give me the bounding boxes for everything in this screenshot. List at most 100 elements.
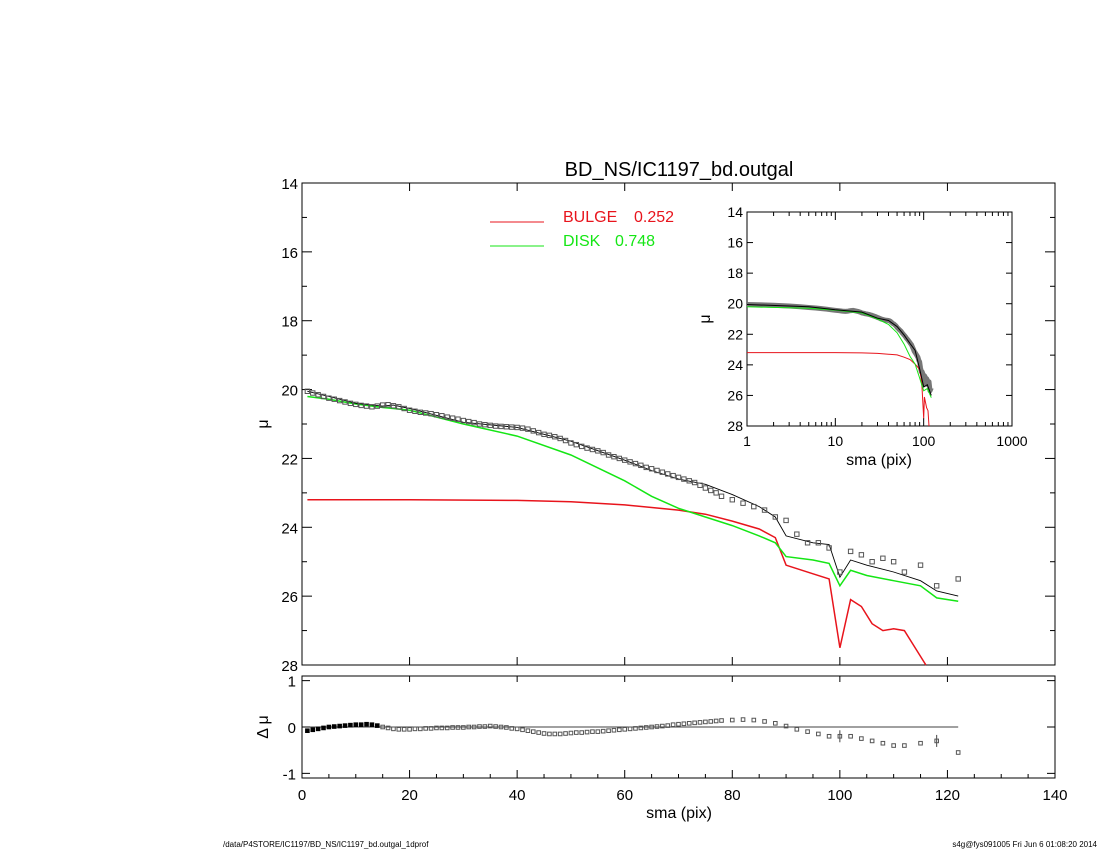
main-y-tick-label: 14 (281, 176, 298, 193)
residual-data-point (477, 724, 482, 729)
residual-data-point (439, 725, 445, 731)
residual-data-point (697, 720, 703, 725)
main-data-point (412, 408, 418, 414)
main-data-point (589, 446, 596, 453)
residual-data-point (670, 722, 676, 727)
main-data-point (772, 514, 779, 520)
main-data-point (654, 467, 660, 474)
main-data-point (498, 423, 504, 430)
residual-data-point (315, 726, 321, 732)
residual-data-point (428, 726, 434, 731)
main-data-point (487, 422, 493, 429)
residual-data-point (891, 743, 896, 748)
main-data-point (605, 452, 612, 458)
main-series-lines (307, 390, 959, 666)
residual-data-point (837, 733, 843, 739)
residual-y-tick-label: 1 (288, 674, 296, 691)
main-data-point (622, 457, 628, 463)
main-data-point (546, 432, 553, 439)
residual-data-point (380, 724, 385, 730)
main-data-point (794, 531, 800, 537)
main-data-point (492, 423, 499, 429)
main-data-point (562, 437, 569, 444)
x-axis-label: sma (pix) (646, 805, 712, 822)
residual-data-point (649, 724, 654, 730)
main-data-point (315, 392, 321, 398)
residual-data-point (342, 723, 348, 728)
residual-data-point (466, 724, 472, 730)
main-data-point (433, 412, 440, 418)
main-data-point (460, 417, 467, 424)
residual-data-point (391, 726, 396, 732)
main-data-point (503, 424, 510, 430)
residual-x-ticks: 0 20 40 60 80 100 120 140 (298, 676, 1068, 804)
main-data-point (917, 562, 924, 568)
main-data-point (476, 421, 483, 427)
main-data-point (584, 445, 590, 451)
residual-data-point (681, 721, 687, 727)
main-data-point (595, 448, 601, 454)
residual-x-tick-label: 60 (616, 787, 633, 804)
residual-data-point (396, 727, 402, 732)
main-series-disk (307, 395, 959, 603)
residual-data-point (418, 726, 423, 732)
main-y-tick-label: 26 (281, 589, 298, 606)
main-y-tick-label: 18 (281, 314, 298, 331)
inset-y-tick-label: 26 (727, 387, 743, 403)
residual-y-ticks: -1 0 1 (283, 674, 1055, 783)
main-data-point (568, 440, 574, 446)
residual-data-point (337, 723, 342, 729)
residual-data-point (729, 717, 735, 723)
main-data-point (665, 471, 671, 477)
main-y-tick-label: 24 (281, 520, 298, 537)
residual-data-point (606, 728, 611, 734)
main-data-point (697, 482, 703, 488)
main-data-point (648, 466, 655, 472)
main-data-point (890, 559, 897, 565)
residual-data-point (331, 724, 337, 729)
main-data-point (310, 390, 316, 396)
residual-data-point (638, 725, 644, 731)
main-data-point (600, 449, 606, 456)
main-y-ticks: 14 16 18 20 22 24 26 28 (281, 176, 1055, 675)
main-data-point (708, 487, 714, 494)
residual-data-point (493, 724, 498, 729)
residual-data-point (869, 738, 875, 744)
main-data-point (847, 548, 854, 555)
residual-data-point (514, 726, 520, 732)
inset-panel: 1 10 100 1000 14 16 18 20 22 24 26 28 sma (pix) μ (697, 204, 1028, 469)
main-data-point (681, 476, 687, 482)
residual-data-point (740, 717, 746, 722)
residual-data-point (783, 723, 789, 729)
residual-data-point (547, 731, 552, 737)
residual-data-point (692, 720, 697, 726)
residual-data-point (611, 727, 617, 733)
residual-data-point (595, 729, 601, 734)
main-data-point (519, 425, 526, 431)
residual-data-point (676, 721, 681, 727)
residual-data-point (654, 724, 660, 729)
legend: BULGE 0.252 DISK 0.748 (490, 209, 674, 250)
main-data-point (837, 569, 843, 575)
residual-x-tick-label: 20 (401, 787, 418, 804)
residual-data-point (643, 725, 649, 730)
residual-data-point (536, 730, 541, 735)
residual-data-point (471, 724, 477, 730)
main-data-point (336, 397, 343, 404)
residual-data-point (859, 736, 864, 741)
main-data-point (578, 443, 585, 450)
inset-y-tick-label: 22 (727, 326, 743, 342)
main-data-point (390, 403, 397, 409)
residual-data-points (305, 717, 961, 755)
main-data-point (761, 507, 768, 513)
main-data-point (455, 416, 461, 422)
main-data-point (374, 403, 381, 409)
main-data-point (729, 497, 735, 503)
main-data-point (396, 404, 402, 410)
main-series-bulge (307, 498, 927, 666)
residual-data-point (412, 726, 418, 732)
residual-data-point (461, 725, 466, 730)
legend-disk-label: DISK (563, 233, 601, 250)
residual-data-point (541, 731, 547, 736)
